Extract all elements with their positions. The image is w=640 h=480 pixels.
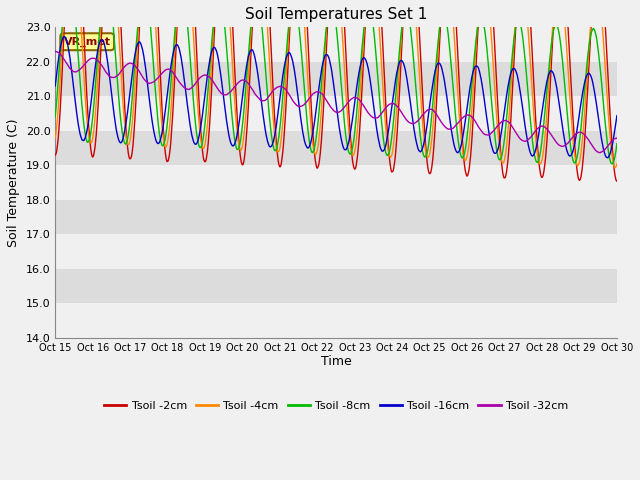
Bar [55,27,617,62]
Bar [55,96,617,131]
Bar [55,62,617,96]
Bar [55,269,617,303]
Legend: Tsoil -2cm, Tsoil -4cm, Tsoil -8cm, Tsoil -16cm, Tsoil -32cm: Tsoil -2cm, Tsoil -4cm, Tsoil -8cm, Tsoi… [99,396,573,415]
Bar [55,303,617,338]
Bar [55,131,617,165]
Y-axis label: Soil Temperature (C): Soil Temperature (C) [7,118,20,247]
Text: VR_met: VR_met [63,36,111,47]
Bar [55,165,617,200]
Bar [55,234,617,269]
Title: Soil Temperatures Set 1: Soil Temperatures Set 1 [245,7,428,22]
Bar [55,200,617,234]
X-axis label: Time: Time [321,355,351,369]
